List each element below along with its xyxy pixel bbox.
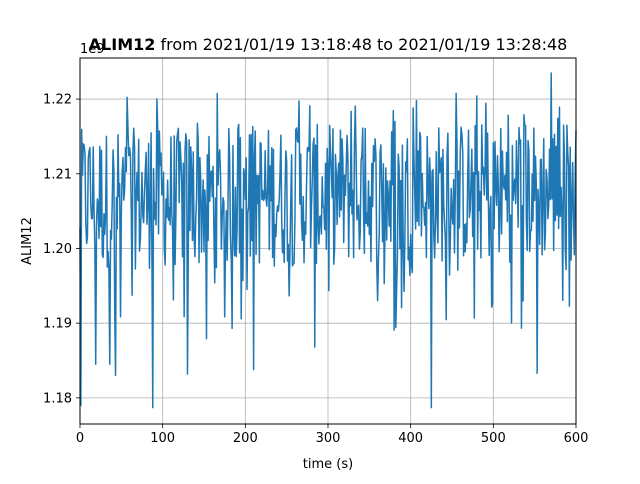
x-tick-label: 200 [233, 431, 258, 446]
axis-ticks: 0 100 200 300 400 500 600 1.18 1.19 1.20 1.21 1.22 [43, 93, 588, 446]
x-tick-label: 100 [150, 431, 175, 446]
x-axis-label: time (s) [303, 457, 353, 472]
y-tick-label: 1.19 [43, 317, 72, 332]
x-tick-label: 300 [316, 431, 341, 446]
y-tick-label: 1.18 [43, 391, 72, 406]
chart-title: ALIM12 from 2021/01/19 13:18:48 to 2021/… [89, 35, 568, 54]
x-tick-label: 500 [481, 431, 506, 446]
y-tick-label: 1.21 [43, 167, 72, 182]
x-tick-label: 600 [564, 431, 589, 446]
y-tick-label: 1.22 [43, 93, 72, 108]
x-tick-label: 400 [398, 431, 423, 446]
y-offset-label: 1e9 [80, 42, 105, 57]
y-axis-label: ALIM12 [20, 217, 35, 265]
series-layer [79, 72, 577, 409]
series-line [79, 72, 577, 409]
y-tick-label: 1.20 [43, 242, 72, 257]
x-tick-label: 0 [76, 431, 84, 446]
chart-title-rest: from 2021/01/19 13:18:48 to 2021/01/19 1… [155, 35, 567, 54]
chart-title-bold: ALIM12 [89, 35, 156, 54]
